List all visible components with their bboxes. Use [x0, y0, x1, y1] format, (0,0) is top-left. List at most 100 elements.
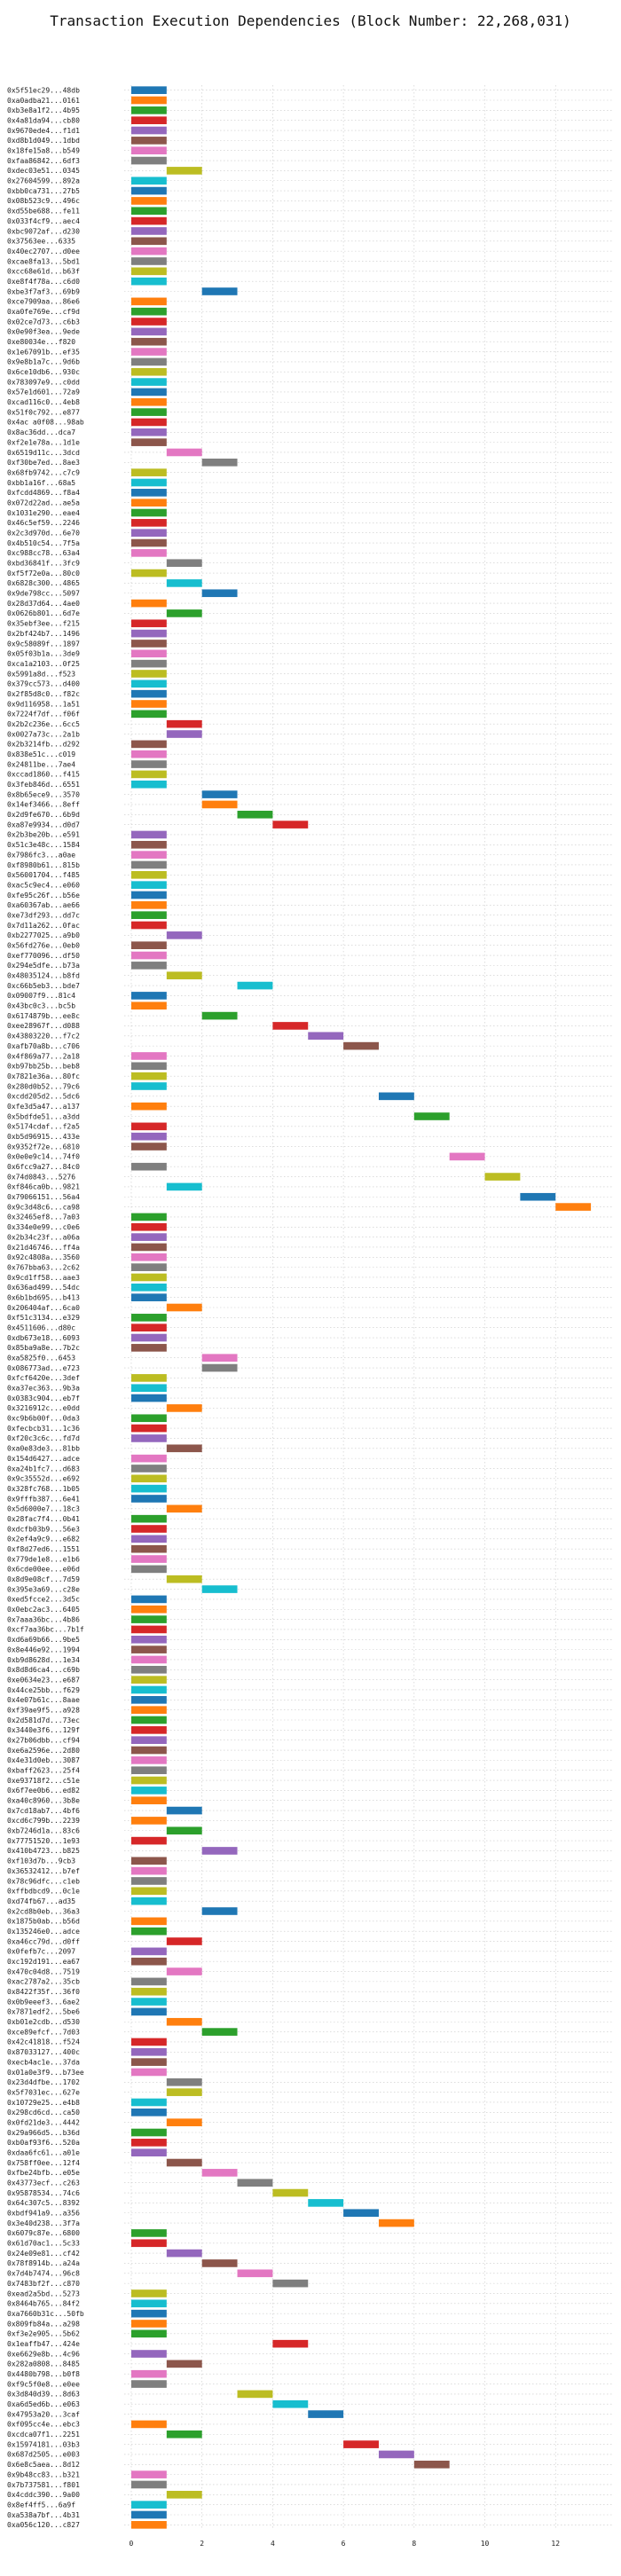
task-label: 0x37563ee...6335	[7, 238, 75, 246]
task-label: 0x0b9eeef3...6ae2	[7, 1998, 80, 2006]
task-bar	[130, 710, 167, 719]
task-bar	[130, 2038, 167, 2046]
task-label: 0xdec03e51...0345	[7, 167, 80, 175]
task-label: 0xf095cc4e...ebc3	[7, 2421, 80, 2429]
task-label: 0xee28967f...d088	[7, 1022, 80, 1030]
task-bar	[130, 418, 167, 427]
task-label: 0x1875b0ab...b56d	[7, 1918, 80, 1926]
task-bar	[130, 2047, 167, 2056]
task-label: 0x4480b798...b0f8	[7, 2370, 80, 2378]
task-bar	[130, 1344, 167, 1352]
task-bar-layer	[130, 86, 592, 2529]
task-label: 0xac5c9ec4...e060	[7, 881, 80, 889]
task-bar	[130, 2420, 167, 2429]
task-bar	[130, 1394, 167, 1402]
task-label: 0xf3e2e905...5b62	[7, 2330, 80, 2338]
task-bar	[237, 2269, 273, 2278]
task-label: 0x8ef4ff5...6a9f	[7, 2501, 75, 2509]
task-bar	[413, 1112, 450, 1120]
task-bar	[130, 670, 167, 678]
task-bar	[130, 2521, 167, 2529]
task-bar	[166, 971, 202, 980]
task-bar	[201, 1354, 238, 1363]
task-bar	[130, 1977, 167, 1986]
task-label: 0x3440e3f6...129f	[7, 1726, 80, 1734]
task-label: 0x5d6000e7...18c3	[7, 1505, 80, 1513]
task-bar	[130, 327, 167, 336]
task-bar	[130, 871, 167, 879]
x-tick-label: 10	[481, 2540, 490, 2548]
task-bar	[130, 318, 167, 326]
task-label: 0xf103d7b...9cb3	[7, 1857, 75, 1865]
task-bar	[130, 992, 167, 1000]
task-bar	[130, 1293, 167, 1301]
task-label: 0x56001704...f485	[7, 871, 80, 879]
task-bar	[449, 1152, 485, 1161]
task-bar	[272, 1022, 309, 1030]
task-bar	[308, 2199, 344, 2207]
task-label: 0x0027a73c...2a1b	[7, 730, 80, 738]
task-label: 0x44ce25bb...f629	[7, 1686, 80, 1694]
task-bar	[201, 1363, 238, 1372]
task-label: 0xce89efcf...7d03	[7, 2028, 80, 2036]
task-label: 0xb2277025...a9b0	[7, 931, 80, 939]
task-bar	[130, 1746, 167, 1755]
task-label: 0x48035124...b8fd	[7, 972, 80, 980]
task-label: 0x2bf424b7...1496	[7, 630, 80, 638]
task-label: 0x783097e9...c0dd	[7, 378, 80, 386]
task-label: 0x24e09e81...cf42	[7, 2250, 80, 2258]
task-label: 0x2cd8b0eb...36a3	[7, 1907, 80, 1915]
task-bar	[166, 2017, 202, 2026]
task-bar	[130, 740, 167, 749]
task-label: 0x9de798cc...5097	[7, 590, 80, 598]
task-bar	[130, 1001, 167, 1010]
task-bar	[130, 96, 167, 105]
task-label: 0xcad116c0...4eb8	[7, 398, 80, 406]
task-label: 0x7d11a262...0fac	[7, 922, 80, 930]
task-bar	[130, 1052, 167, 1060]
x-tick-label: 0	[130, 2540, 134, 2548]
task-label: 0x3feb846d...6551	[7, 781, 80, 789]
task-label: 0xf9c5f0e8...e0ee	[7, 2380, 80, 2388]
task-label: 0x086773ad...e723	[7, 1364, 80, 1372]
task-bar	[130, 1736, 167, 1744]
task-label: 0x2d9fe670...6b9d	[7, 811, 80, 819]
task-label: 0x206404af...6ca0	[7, 1304, 80, 1312]
task-bar	[130, 1927, 167, 1936]
task-label: 0x85ba9a8e...7b2c	[7, 1344, 80, 1352]
task-bar	[130, 348, 167, 356]
task-label: 0xb97bb25b...beb8	[7, 1063, 80, 1071]
task-label: 0x9c3d48c6...ca98	[7, 1203, 80, 1211]
task-bar	[130, 86, 167, 94]
task-label: 0x57e1d601...72a9	[7, 389, 80, 397]
task-bar	[130, 277, 167, 286]
task-bar	[130, 1484, 167, 1493]
task-bar	[130, 1384, 167, 1393]
task-bar	[130, 1776, 167, 1785]
task-bar	[130, 629, 167, 638]
task-label: 0x4a81da94...cb80	[7, 116, 80, 124]
task-label: 0x7871edf2...5be6	[7, 2008, 80, 2016]
task-bar	[130, 1102, 167, 1111]
task-label: 0x1031e290...eae4	[7, 509, 80, 517]
task-bar	[166, 931, 202, 939]
task-bar	[166, 1182, 202, 1191]
task-label: 0x87033127...400c	[7, 2048, 80, 2056]
task-label: 0x0e0e9c14...74f0	[7, 1153, 80, 1161]
task-bar	[130, 357, 167, 366]
task-bar	[130, 1665, 167, 1674]
task-label: 0x2d581d7d...73ec	[7, 1716, 80, 1724]
task-label: 0x68fb9742...c7c9	[7, 468, 80, 476]
task-label: 0x687d2505...e003	[7, 2451, 80, 2459]
task-bar	[272, 2188, 309, 2197]
task-label: 0x6e8c5aea...8d12	[7, 2461, 80, 2469]
task-bar	[130, 689, 167, 698]
task-label: 0x78c96dfc...c1eb	[7, 1877, 80, 1885]
task-label: 0x27604599...892a	[7, 177, 80, 185]
task-label: 0x92c4808a...3560	[7, 1253, 80, 1261]
task-label: 0xb7246d1a...83c6	[7, 1827, 80, 1835]
task-bar	[166, 1937, 202, 1945]
task-bar	[166, 2118, 202, 2126]
task-label: 0x3216912c...e0dd	[7, 1404, 80, 1412]
